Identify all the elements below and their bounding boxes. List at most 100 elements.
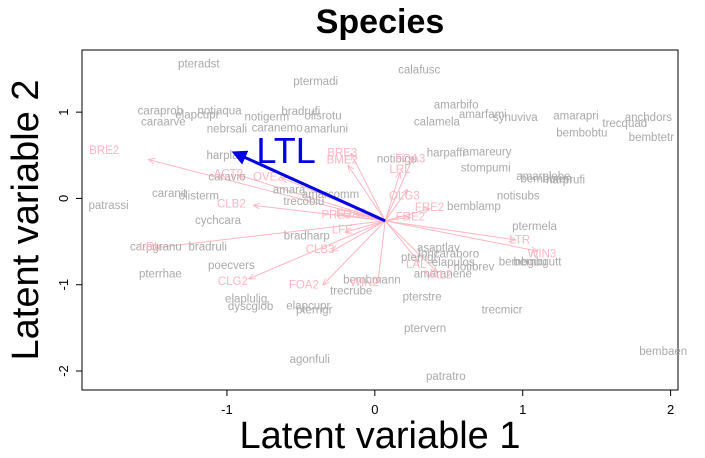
species-label: caraarve — [141, 117, 186, 129]
variable-label: LTR — [509, 235, 530, 247]
plot-frame — [81, 49, 679, 391]
species-label: patrassi — [88, 200, 128, 212]
variable-label: BRE3 — [327, 148, 357, 160]
x-tick-label: 1 — [519, 402, 526, 417]
species-label: bradrufi — [281, 106, 320, 118]
species-label: notigerm — [244, 111, 289, 123]
y-tick-label: -2 — [56, 365, 71, 377]
species-label: harpaffi — [427, 148, 465, 160]
variable-arrow — [149, 160, 386, 222]
variable-label: ACT2 — [214, 168, 243, 180]
variable-arrow — [351, 154, 386, 222]
variable-label: BME2 — [327, 154, 358, 166]
species-label: dyscglob — [228, 301, 273, 313]
variable-arrow — [384, 220, 437, 272]
species-label: bembguu — [499, 256, 547, 268]
species-label: amara — [273, 185, 306, 197]
variable-arrow — [323, 220, 386, 285]
species-label: carpgranu — [130, 242, 182, 254]
variable-label: FOA3 — [336, 208, 366, 220]
variable-label: FOA2 — [289, 280, 319, 292]
variable-label: OVE2 — [253, 172, 284, 184]
y-axis-ticks: -2 -1 0 1 — [56, 109, 82, 377]
species-label: amarfami — [459, 109, 507, 121]
species-label: stompumi — [461, 162, 511, 174]
species-label: pterrigr — [401, 252, 438, 264]
species-label: caranemo — [252, 123, 303, 135]
species-label: loricaraboro — [418, 249, 479, 261]
species-label: harpla — [207, 150, 240, 162]
variable-arrow — [385, 220, 537, 251]
species-label: amarplebe — [516, 171, 570, 183]
species-label: calafusc — [398, 65, 440, 77]
variable-arrow — [385, 209, 429, 222]
y-axis-label: Latent variable 2 — [5, 80, 47, 361]
variable-arrow — [332, 220, 386, 251]
variable-arrow — [384, 173, 400, 222]
variable-label: LRL — [139, 242, 161, 254]
species-label: patratro — [426, 371, 466, 383]
species-label: poecvers — [208, 260, 255, 272]
variable-label: FRE2 — [396, 211, 425, 223]
species-label: bradruli — [189, 242, 227, 254]
species-label: pteradst — [178, 59, 220, 71]
species-label: bembobtu — [556, 128, 607, 140]
species-label: bemblamp — [447, 201, 501, 213]
species-labels: pteradst calafusc ptermadi amarbifo caraprob… — [88, 59, 687, 383]
species-label: pterrhae — [139, 268, 182, 280]
y-tick-label: 0 — [56, 195, 71, 202]
species-label: asaptlav — [417, 243, 460, 255]
x-tick-label: 0 — [371, 402, 378, 417]
x-tick-label: 2 — [667, 402, 674, 417]
species-label: trecrube — [330, 286, 372, 298]
highlight-label: LTL — [256, 130, 315, 171]
variable-arrow — [348, 166, 386, 222]
variable-label: FOA3 — [395, 154, 425, 166]
species-label: bembgutt — [514, 256, 563, 268]
species-label: amarapri — [553, 110, 598, 122]
variable-arrow — [385, 217, 410, 220]
chart-title: Species — [316, 3, 445, 41]
variable-arrow — [249, 220, 386, 279]
species-label: elapcupr — [286, 300, 330, 312]
variable-label: LFE — [332, 224, 353, 236]
species-label: calamela — [414, 117, 461, 129]
variable-arrows — [149, 154, 538, 285]
species-label: pterrigr — [296, 305, 333, 317]
species-label: agonfuli — [290, 354, 330, 366]
variable-label: CLG2 — [218, 276, 248, 288]
species-label: cychcara — [195, 215, 242, 227]
plot-area: pteradst calafusc ptermadi amarbifo caraprob… — [88, 59, 687, 383]
species-label: notibrev — [453, 261, 494, 273]
species-label: olisrotu — [305, 110, 342, 122]
species-label: bembbrun — [520, 173, 572, 185]
x-axis-ticks: -1 0 1 2 — [221, 390, 674, 417]
variable-label: PRE3 — [321, 210, 351, 222]
species-label: notisubs — [497, 191, 540, 203]
variable-arrow — [156, 220, 386, 248]
y-tick-label: -1 — [56, 279, 71, 291]
species-label: elaplulig — [225, 293, 267, 305]
variable-arrow — [342, 215, 386, 222]
variable-arrow — [345, 220, 386, 232]
variable-label: CLB3 — [306, 244, 335, 256]
species-label: synuviva — [493, 112, 538, 124]
species-label: bembaen — [639, 346, 687, 358]
variable-label: WIN2 — [350, 277, 379, 289]
variable-label: BRE2 — [89, 145, 119, 157]
species-label: anchdors — [625, 112, 673, 124]
variable-label: CLB2 — [217, 198, 246, 210]
species-label: bembtetr — [629, 132, 675, 144]
variable-arrow — [384, 157, 413, 222]
species-label: nebrsali — [207, 123, 247, 135]
species-label: caranit — [152, 188, 187, 200]
highlight-arrow — [231, 150, 386, 223]
variable-label: LRL — [389, 164, 411, 176]
species-label: pterstre — [403, 292, 442, 304]
species-label: amarbifo — [434, 99, 479, 111]
variable-label: WIN3 — [528, 249, 557, 261]
x-axis-label: Latent variable 1 — [240, 415, 521, 457]
variable-label: OLG3 — [389, 191, 420, 203]
variable-label: LAL — [406, 259, 427, 271]
